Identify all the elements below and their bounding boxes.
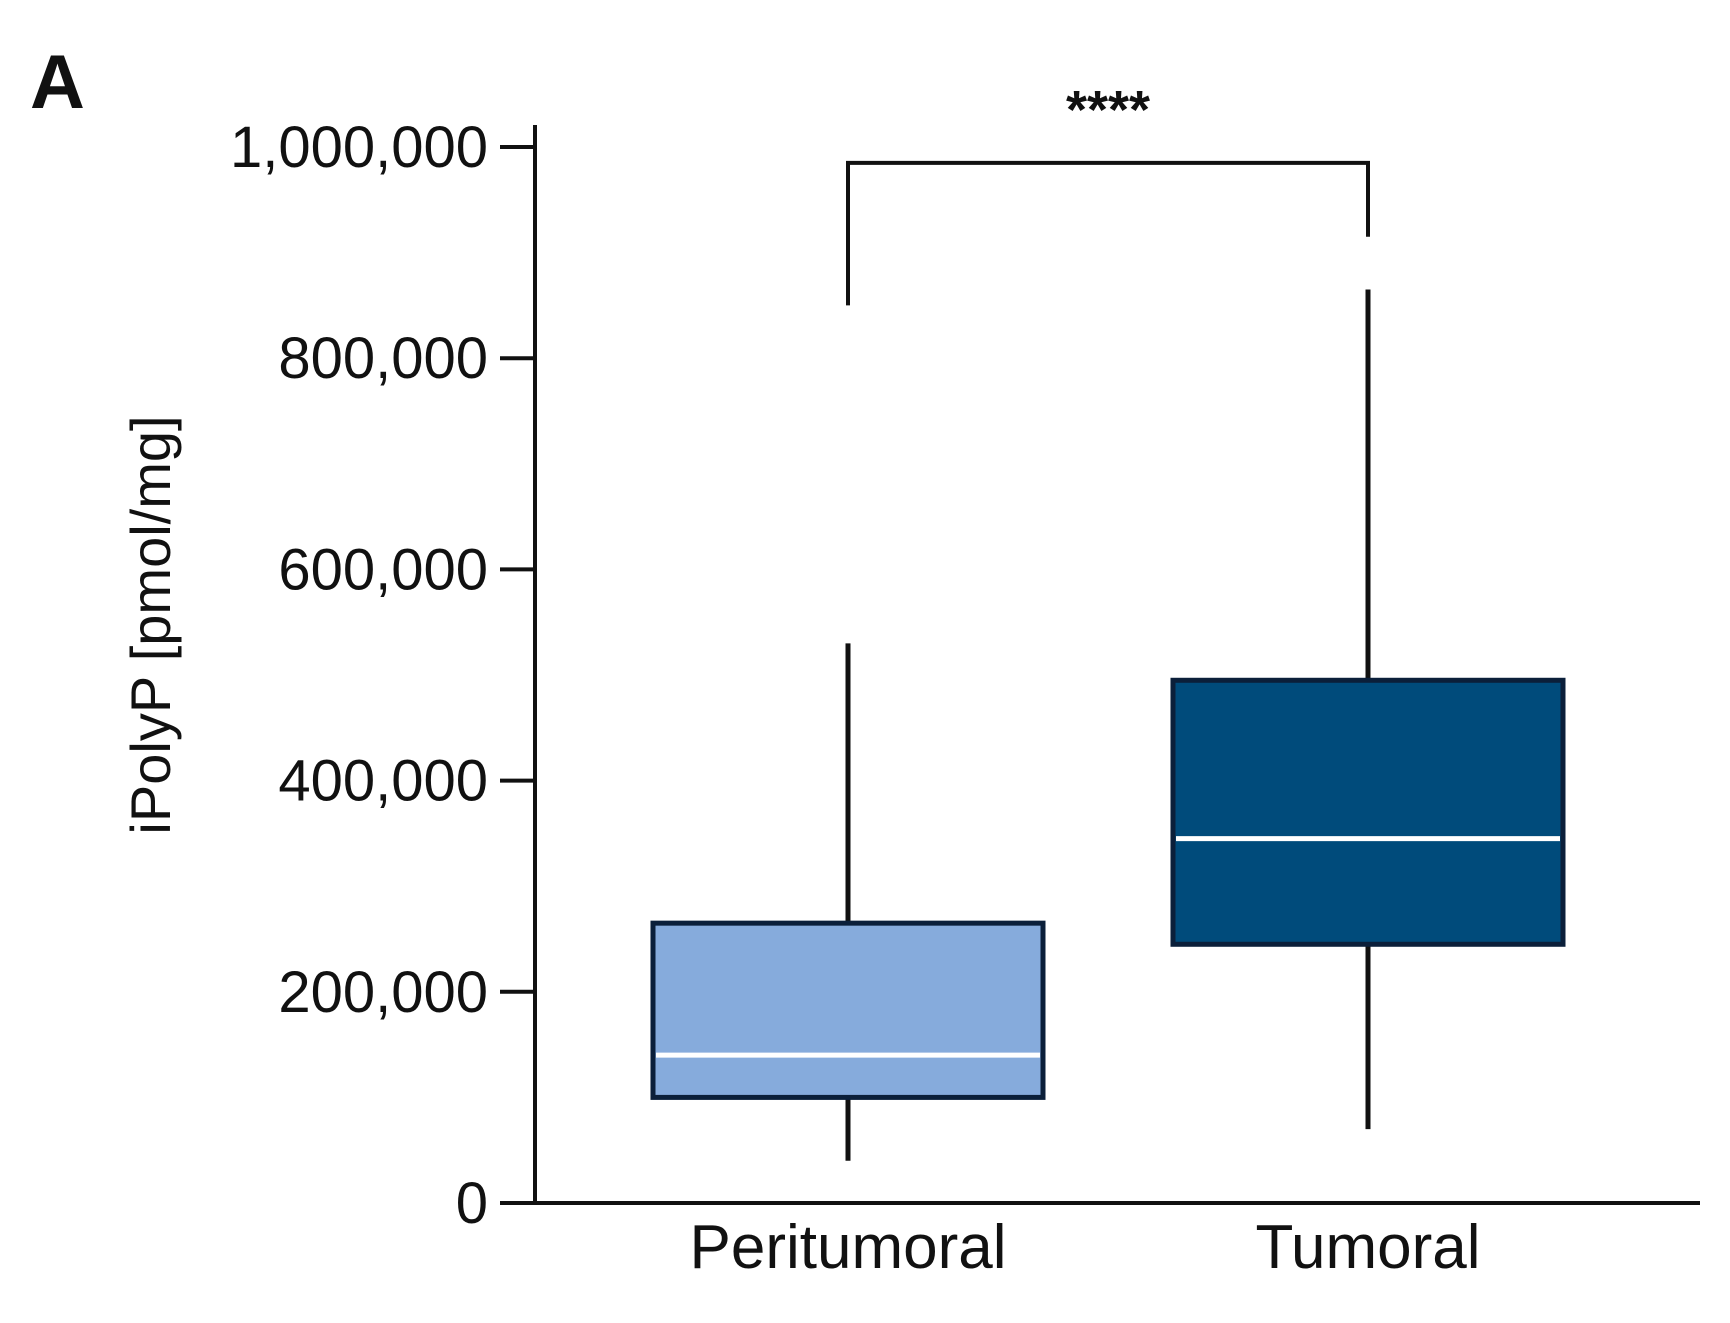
box-iqr: [1170, 677, 1566, 947]
significance-bracket: [846, 160, 1370, 306]
y-tick-label: 400,000: [278, 749, 488, 814]
y-tick-label: 200,000: [278, 960, 488, 1025]
significance-annotation: ****: [846, 80, 1370, 306]
y-tick-label: 800,000: [278, 326, 488, 391]
y-axis-title: iPolyP [pmol/mg]: [119, 415, 182, 834]
box-peritumoral: [650, 643, 1046, 1161]
x-tick-label: Peritumoral: [690, 1213, 1007, 1282]
box-tumoral: [1170, 289, 1566, 1130]
x-axis: Peritumoral Tumoral: [500, 1201, 1700, 1282]
significance-stars: ****: [1066, 80, 1150, 140]
y-tick-label: 1,000,000: [230, 115, 488, 180]
x-tick-label: Tumoral: [1255, 1213, 1480, 1282]
box-series: [650, 289, 1566, 1161]
y-tick-label: 0: [456, 1171, 488, 1236]
y-axis: 0 200,000 400,000 600,000 800,000 1,000,000: [230, 115, 537, 1236]
y-tick-label: 600,000: [278, 537, 488, 602]
panel-label: A: [30, 40, 85, 125]
box-iqr: [650, 920, 1046, 1100]
